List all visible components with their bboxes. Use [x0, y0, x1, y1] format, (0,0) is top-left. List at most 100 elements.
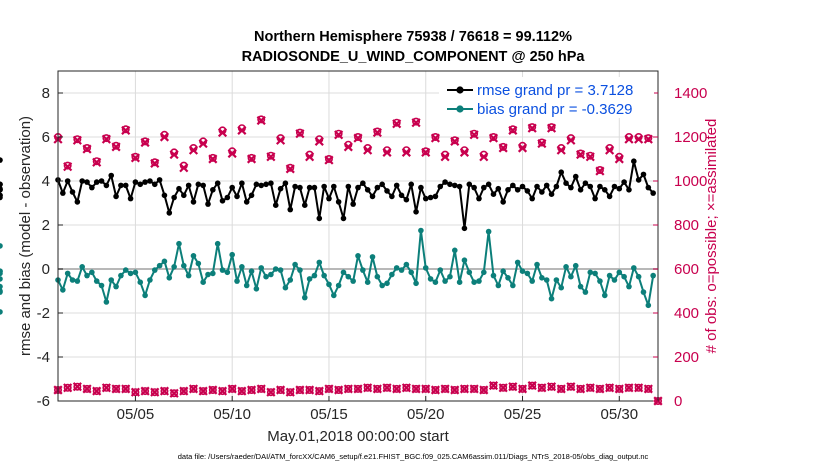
obs-possible-marker [247, 153, 256, 162]
obs-possible-marker [431, 133, 440, 142]
rmse-point [582, 180, 589, 186]
obs-possible-marker [470, 129, 479, 138]
obs-assimilated-low-marker [353, 384, 363, 394]
obs-assimilated-low-marker [101, 383, 111, 393]
obs-possible-marker [392, 118, 401, 127]
bias-point [442, 278, 448, 284]
bias-point [142, 292, 148, 299]
rmse-point [331, 183, 337, 190]
rmse-point [210, 187, 216, 193]
obs-assimilated-marker [198, 139, 208, 149]
rmse-point [490, 191, 497, 197]
rmse-point [422, 195, 429, 202]
rmse-point [635, 177, 642, 183]
obs-assimilated-low-marker [334, 385, 344, 395]
bias-point [292, 261, 298, 268]
bias-point [456, 279, 463, 286]
bias-point [505, 275, 511, 281]
x-tick-label: 05/15 [310, 406, 348, 423]
obs-assimilated-marker [411, 118, 421, 128]
obs-possible-low-marker [508, 382, 517, 391]
obs-assimilated-marker [285, 164, 295, 174]
obs-assimilated-marker [266, 152, 276, 162]
rmse-point [84, 179, 90, 185]
obs-assimilated-low-marker [266, 387, 276, 397]
obs-possible-marker [334, 129, 343, 138]
obs-possible-low-marker [392, 384, 401, 393]
obs-assimilated-marker [595, 166, 605, 176]
obs-possible-low-marker [324, 384, 333, 393]
obs-assimilated-low-marker [72, 382, 82, 392]
obs-assimilated-low-marker [63, 383, 73, 393]
obs-possible-low-marker [499, 383, 508, 392]
rmse-point [369, 193, 376, 200]
rmse-point [0, 187, 3, 193]
obs-assimilated-marker [227, 148, 237, 159]
legend-bias-label: bias grand pr = -0.3629 [477, 101, 633, 118]
obs-assimilated-marker [179, 163, 189, 173]
rmse-point [413, 209, 419, 215]
bias-point [268, 271, 274, 278]
right-tick-label: 800 [674, 217, 699, 234]
bias-point [543, 277, 550, 283]
obs-possible-marker [63, 161, 72, 170]
bias-point [582, 289, 589, 295]
obs-assimilated-low-marker [82, 384, 92, 394]
left-axis-ticks: -6 -4 -2 0 2 4 6 8 [37, 85, 63, 410]
rmse-point [432, 193, 439, 200]
rmse-point [268, 180, 274, 186]
bias-point [587, 269, 594, 276]
rmse-point [529, 195, 535, 202]
obs-assimilated-low-marker [556, 384, 566, 394]
obs-possible-low-marker [586, 383, 595, 392]
bias-point [495, 282, 502, 289]
obs-possible-low-marker [295, 385, 304, 394]
left-tick-label: -2 [37, 305, 50, 322]
obs-assimilated-marker [624, 134, 634, 144]
rmse-point [592, 195, 598, 202]
rmse-series-line [57, 160, 654, 230]
obs-assimilated-marker [246, 154, 257, 164]
bias-point [427, 276, 434, 282]
rmse-point [442, 179, 448, 185]
obs-assimilated-marker [459, 147, 470, 157]
bias-point [118, 272, 124, 279]
obs-assimilated-low-marker [459, 384, 470, 394]
obs-assimilated-low-marker [508, 382, 518, 392]
obs-possible-marker [644, 134, 653, 143]
rmse-point [364, 187, 371, 193]
obs-assimilated-low-marker [527, 381, 537, 391]
rmse-point [514, 187, 521, 193]
y-axis-label-left: rmse and bias (model - observation) [17, 116, 34, 356]
obs-possible-marker [412, 117, 421, 126]
rmse-point [403, 196, 410, 203]
bias-point [210, 270, 216, 277]
obs-assimilated-marker [498, 143, 508, 153]
bias-point [200, 279, 206, 286]
obs-assimilated-low-marker [246, 385, 257, 395]
rmse-point [185, 182, 192, 189]
obs-assimilated-low-marker [440, 384, 450, 394]
rmse-point [205, 201, 211, 207]
obs-assimilated-low-marker [517, 384, 528, 394]
left-tick-label: 0 [42, 261, 50, 278]
bias-point [103, 299, 110, 305]
rmse-point [495, 185, 502, 192]
left-tick-label: -6 [37, 393, 50, 410]
obs-assimilated-low-marker [140, 386, 150, 396]
rmse-point [200, 182, 206, 189]
obs-assimilated-low-marker [450, 385, 460, 395]
obs-possible-low-marker [373, 384, 382, 393]
rmse-point [611, 183, 618, 190]
obs-possible-marker [131, 152, 140, 161]
obs-possible-low-marker [518, 384, 527, 393]
obs-assimilated-low-marker [382, 383, 392, 393]
bias-point [616, 269, 623, 276]
bias-point [98, 282, 105, 289]
obs-assimilated-low-marker [372, 384, 382, 394]
bias-point [393, 265, 400, 271]
rmse-point [606, 193, 613, 200]
x-tick-label: 05/10 [213, 406, 251, 423]
obs-possible-marker [528, 123, 537, 132]
